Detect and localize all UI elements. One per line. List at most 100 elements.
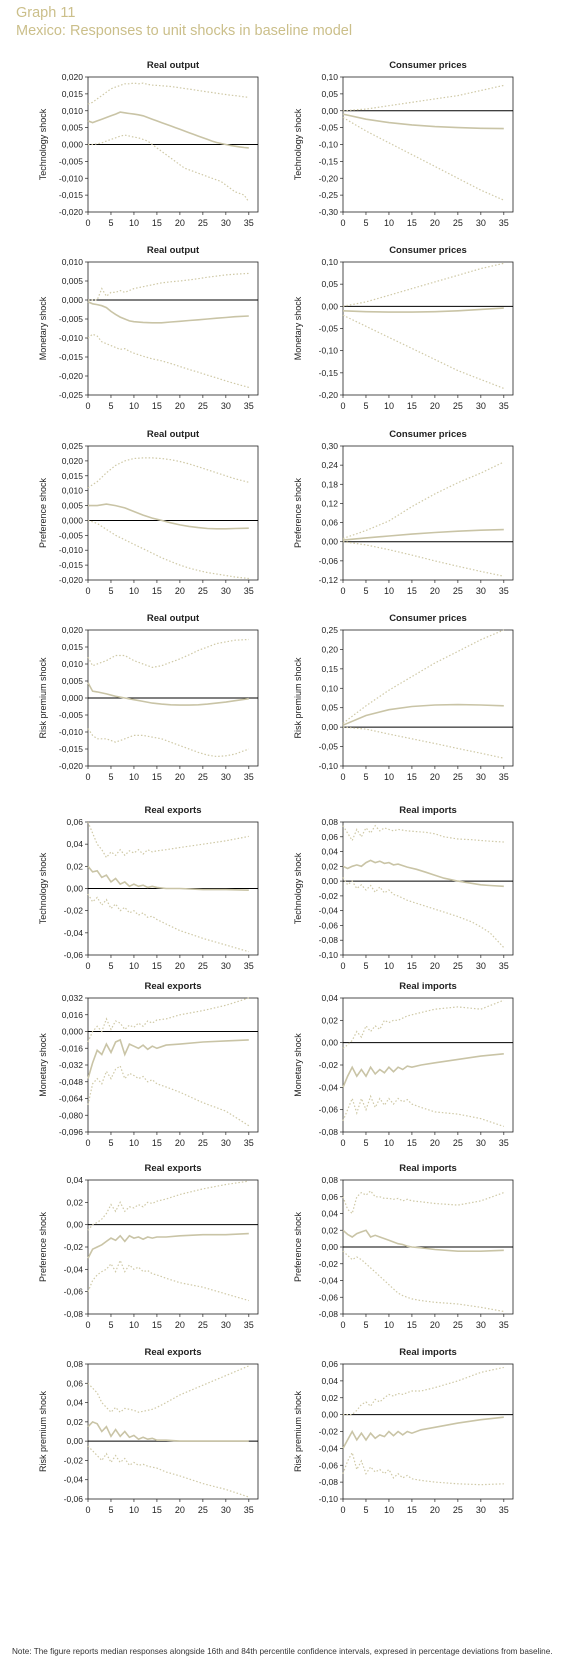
x-tick-label: 15 bbox=[407, 218, 417, 228]
y-tick-label: 0,015 bbox=[62, 642, 84, 652]
lower-band-line bbox=[342, 877, 505, 949]
y-tick-label: 0,24 bbox=[321, 460, 338, 470]
y-tick-label: 0,000 bbox=[62, 140, 84, 150]
x-tick-label: 20 bbox=[175, 961, 185, 971]
y-tick-label: -0,020 bbox=[59, 575, 83, 585]
x-tick-label: 5 bbox=[108, 961, 113, 971]
x-tick-label: 25 bbox=[453, 961, 463, 971]
x-tick-label: 30 bbox=[221, 1320, 231, 1330]
y-tick-label: -0,02 bbox=[319, 1427, 339, 1437]
upper-band-line bbox=[87, 997, 249, 1043]
upper-band-line bbox=[342, 262, 504, 307]
y-tick-label: -0,064 bbox=[59, 1094, 83, 1104]
x-tick-label: 10 bbox=[384, 961, 394, 971]
y-tick-label: 0,04 bbox=[66, 839, 83, 849]
lower-band-line bbox=[87, 728, 250, 758]
y-axis-label: Monetary shock bbox=[293, 1033, 303, 1097]
x-tick-label: 15 bbox=[407, 961, 417, 971]
y-tick-label: 0,000 bbox=[62, 515, 84, 525]
x-tick-label: 30 bbox=[221, 218, 231, 228]
x-tick-label: 0 bbox=[85, 1320, 90, 1330]
y-tick-label: -0,032 bbox=[59, 1060, 83, 1070]
y-tick-label: 0,12 bbox=[321, 498, 338, 508]
y-tick-label: -0,06 bbox=[319, 920, 339, 930]
median-line bbox=[342, 859, 504, 888]
y-tick-label: 0,10 bbox=[321, 683, 338, 693]
plot-frame bbox=[342, 445, 514, 581]
x-tick-label: 10 bbox=[129, 1138, 139, 1148]
x-tick-label: 10 bbox=[129, 1320, 139, 1330]
x-tick-label: 35 bbox=[244, 586, 254, 596]
x-tick-label: 0 bbox=[340, 586, 345, 596]
x-tick-label: 35 bbox=[244, 401, 254, 411]
y-tick-label: -0,10 bbox=[319, 140, 339, 150]
x-tick-label: 15 bbox=[152, 586, 162, 596]
y-tick-label: 0,06 bbox=[321, 1192, 338, 1202]
x-tick-label: 10 bbox=[384, 1138, 394, 1148]
plot-frame bbox=[87, 997, 259, 1133]
graph-number: Graph 11 bbox=[16, 5, 76, 21]
y-tick-label: 0,04 bbox=[321, 993, 338, 1003]
y-tick-label: -0,005 bbox=[59, 530, 83, 540]
x-tick-label: 5 bbox=[108, 1138, 113, 1148]
lower-band-line bbox=[87, 893, 249, 953]
y-tick-label: -0,06 bbox=[319, 1105, 339, 1115]
y-tick-label: -0,06 bbox=[319, 1292, 339, 1302]
y-tick-label: -0,05 bbox=[319, 742, 339, 752]
y-tick-label: -0,05 bbox=[319, 123, 339, 133]
x-tick-label: 30 bbox=[476, 772, 486, 782]
y-tick-label: -0,015 bbox=[59, 744, 83, 754]
x-tick-label: 5 bbox=[363, 772, 368, 782]
x-tick-label: 10 bbox=[129, 401, 139, 411]
plot-frame bbox=[87, 1363, 259, 1500]
x-tick-label: 25 bbox=[198, 401, 208, 411]
x-tick-label: 5 bbox=[108, 401, 113, 411]
x-tick-label: 10 bbox=[129, 586, 139, 596]
median-line bbox=[342, 703, 504, 726]
y-tick-label: 0,18 bbox=[321, 479, 338, 489]
plot-frame bbox=[87, 445, 259, 581]
upper-band-line bbox=[87, 821, 249, 859]
upper-band-line bbox=[87, 638, 249, 669]
chart-panel: Consumer prices Technology shock 0,10 0,05 0… bbox=[293, 60, 514, 228]
x-tick-label: 35 bbox=[244, 961, 254, 971]
x-tick-label: 0 bbox=[340, 1320, 345, 1330]
chart-title: Real output bbox=[147, 245, 200, 256]
plot-frame bbox=[342, 76, 514, 213]
y-axis-label: Preference shock bbox=[38, 1211, 48, 1282]
y-axis-label: Preference shock bbox=[293, 1211, 303, 1282]
y-tick-label: 0,20 bbox=[321, 644, 338, 654]
y-tick-label: -0,010 bbox=[59, 727, 83, 737]
lower-band-line bbox=[342, 314, 505, 389]
x-tick-label: 0 bbox=[85, 772, 90, 782]
x-tick-label: 10 bbox=[129, 218, 139, 228]
x-tick-label: 15 bbox=[407, 1138, 417, 1148]
y-tick-label: 0,02 bbox=[66, 861, 83, 871]
median-line bbox=[87, 865, 249, 891]
y-tick-label: -0,020 bbox=[59, 761, 83, 771]
y-tick-label: 0,010 bbox=[62, 257, 84, 267]
x-tick-label: 15 bbox=[152, 1138, 162, 1148]
x-tick-label: 35 bbox=[499, 401, 509, 411]
x-tick-label: 10 bbox=[129, 1505, 139, 1515]
plot-frame bbox=[342, 821, 514, 956]
x-tick-label: 20 bbox=[430, 1138, 440, 1148]
x-tick-label: 15 bbox=[407, 1320, 417, 1330]
x-tick-label: 10 bbox=[384, 772, 394, 782]
x-tick-label: 25 bbox=[453, 401, 463, 411]
x-tick-label: 10 bbox=[129, 961, 139, 971]
y-tick-label: -0,20 bbox=[319, 173, 339, 183]
lower-band-line bbox=[342, 726, 504, 759]
x-tick-label: 25 bbox=[198, 1138, 208, 1148]
y-tick-label: -0,12 bbox=[319, 575, 339, 585]
y-tick-label: 0,05 bbox=[321, 703, 338, 713]
median-line bbox=[87, 301, 249, 324]
upper-band-line bbox=[342, 1190, 505, 1215]
chart-panel: Real exports Technology shock 0,06 0,04 0,02… bbox=[38, 805, 259, 971]
y-tick-label: -0,30 bbox=[319, 207, 339, 217]
y-tick-label: 0,08 bbox=[66, 1359, 83, 1369]
x-tick-label: 20 bbox=[430, 961, 440, 971]
x-tick-label: 35 bbox=[499, 1505, 509, 1515]
y-tick-label: -0,02 bbox=[319, 1259, 339, 1269]
x-tick-label: 5 bbox=[363, 218, 368, 228]
